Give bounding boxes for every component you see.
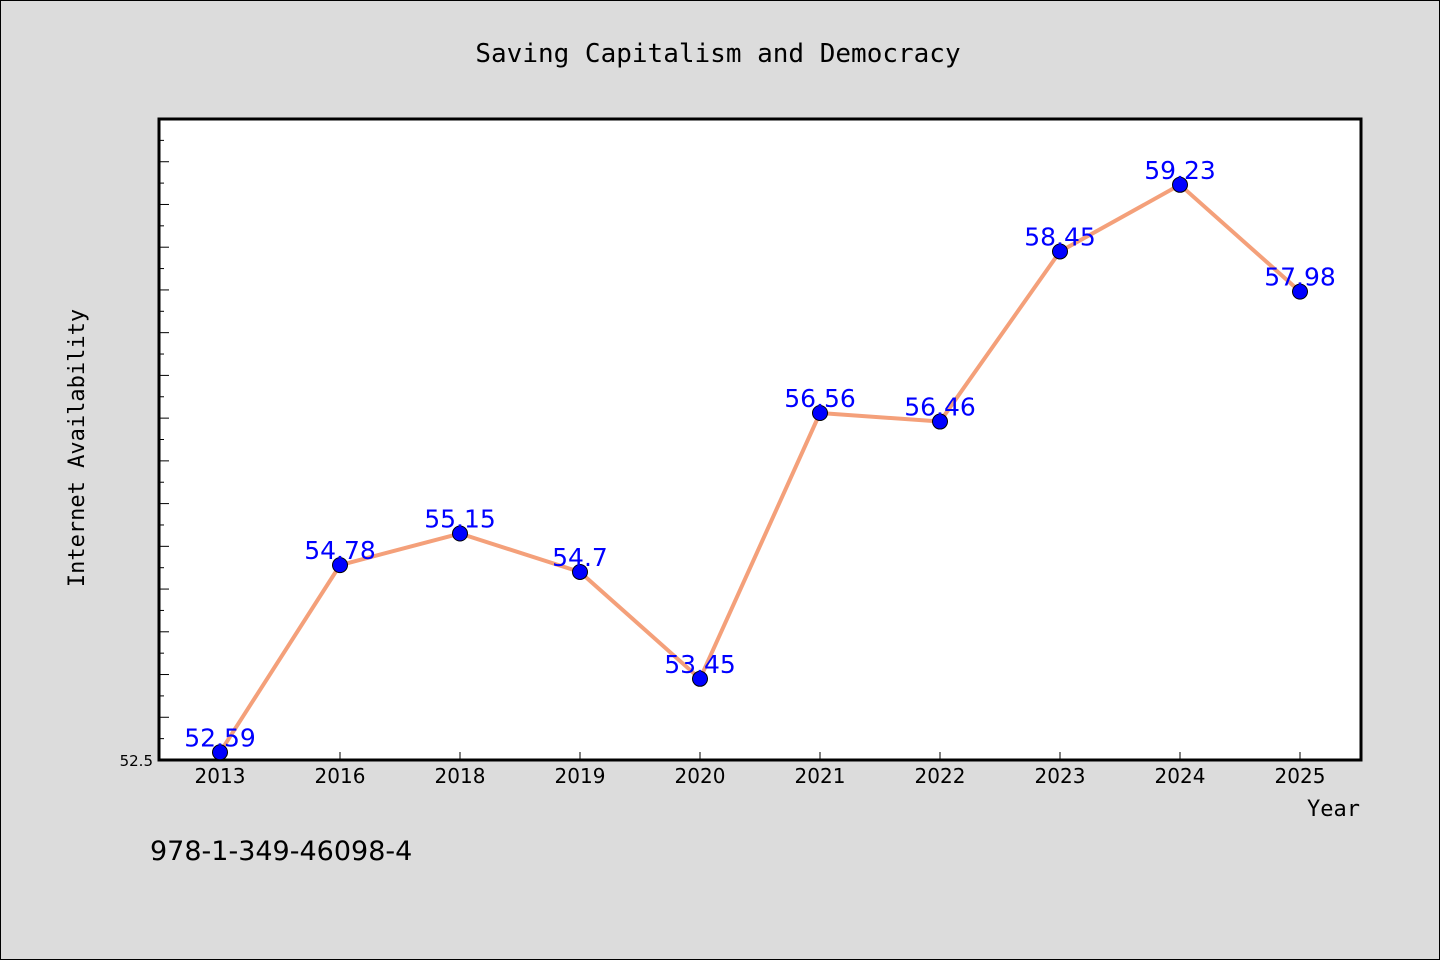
data-label: 54.7 [552,543,608,572]
data-label: 55.15 [424,505,496,534]
x-tick-label: 2025 [1275,764,1326,788]
data-point [1052,243,1068,260]
y-axis-label: Internet Availability [65,309,90,587]
data-label: 57.98 [1264,263,1336,292]
isbn-footer: 978-1-349-46098-4 [150,836,413,867]
data-point [692,670,708,687]
series-group [212,176,1308,761]
y-tick-label: 52.5 [120,752,153,770]
x-axis-label: Year [1307,797,1360,822]
data-label: 58.45 [1024,222,1096,251]
data-point [452,525,468,542]
x-tick-label: 2020 [675,764,726,788]
data-point [212,744,228,761]
x-tick-label: 2021 [795,764,846,788]
data-point [1172,176,1188,193]
data-label: 53.45 [664,650,736,679]
x-tick-label: 2022 [915,764,966,788]
y-axis-ticks: 52.5 [120,118,169,770]
data-label: 56.46 [904,393,976,422]
x-axis-ticks: 2013 2016 2018 2019 2020 2021 2022 2023 2024 2025 [195,752,1326,788]
data-point [1292,283,1308,300]
data-label: 54.78 [304,536,376,565]
data-label: 59.23 [1144,156,1216,185]
data-point [332,557,348,574]
series-line [218,182,1302,754]
chart-title: Saving Capitalism and Democracy [475,39,960,69]
x-tick-label: 2013 [195,764,246,788]
data-point [812,405,828,422]
data-point [932,413,948,430]
x-tick-label: 2023 [1035,764,1086,788]
x-tick-label: 2016 [315,764,366,788]
x-tick-label: 2019 [555,764,606,788]
data-point [572,563,588,580]
data-label: 52.59 [184,723,256,752]
data-labels: 52.59 54.78 55.15 54.7 53.45 56.56 56.46 58.45 5… [184,156,1336,752]
x-tick-label: 2018 [435,764,486,788]
plot-area [157,117,1363,762]
data-label: 56.56 [784,384,856,413]
x-tick-label: 2024 [1155,764,1206,788]
